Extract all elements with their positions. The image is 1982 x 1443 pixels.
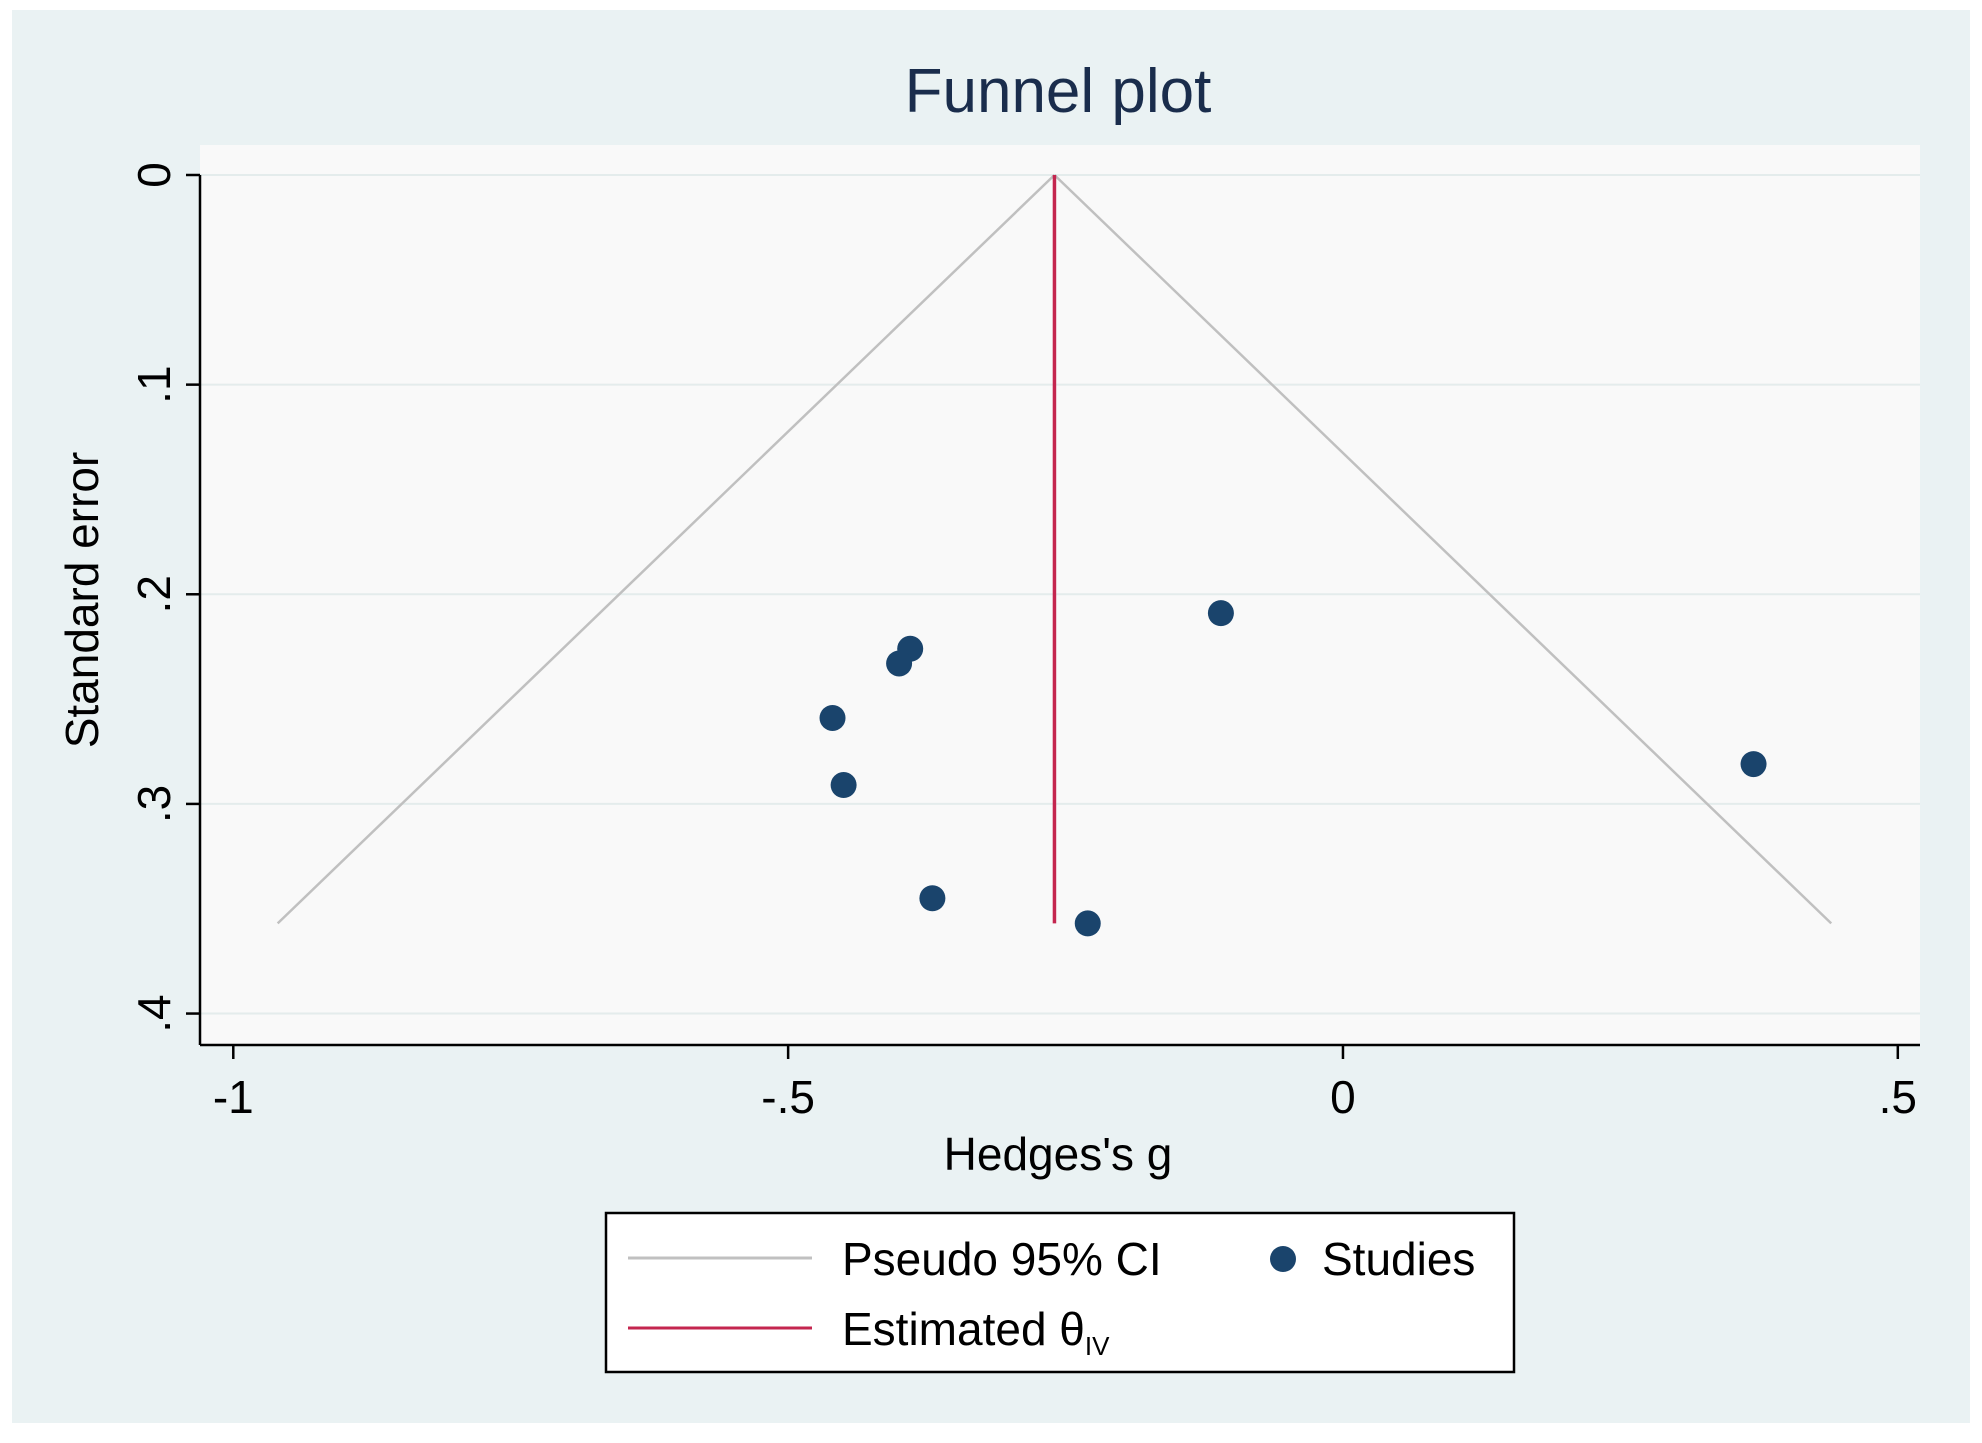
legend-studies-marker xyxy=(1270,1246,1296,1272)
chart-title: Funnel plot xyxy=(905,57,1212,126)
study-points xyxy=(819,600,1767,937)
y-axis-title: Standard error xyxy=(56,452,108,749)
study-point-5 xyxy=(919,885,946,912)
y-tick-label-2: .2 xyxy=(128,575,180,613)
y-tick-label-0: 0 xyxy=(128,162,180,188)
y-tick-label-1: .1 xyxy=(128,365,180,403)
pseudo-ci-left-line xyxy=(276,174,1056,925)
study-point-2 xyxy=(886,650,913,677)
legend-studies-label: Studies xyxy=(1322,1233,1475,1285)
x-tick-label-3: .5 xyxy=(1879,1071,1917,1123)
legend-estimate-label: Estimated θIV xyxy=(842,1303,1110,1361)
x-tick-label-0: -1 xyxy=(213,1071,254,1123)
legend-estimate-subscript: IV xyxy=(1085,1331,1110,1361)
pseudo-ci-right-line xyxy=(1053,174,1833,925)
legend-ci-label: Pseudo 95% CI xyxy=(842,1233,1162,1285)
x-tick-label-2: 0 xyxy=(1330,1071,1356,1123)
x-tick-label-1: -.5 xyxy=(761,1071,815,1123)
x-axis-ticks: -1 -.5 0 .5 xyxy=(213,1045,1917,1123)
y-tick-label-4: .4 xyxy=(128,994,180,1032)
study-point-4 xyxy=(830,772,857,799)
y-tick-label-3: .3 xyxy=(128,785,180,823)
legend-estimate-label-main: Estimated θ xyxy=(842,1303,1085,1355)
study-point-0 xyxy=(1207,600,1234,627)
study-point-6 xyxy=(1074,910,1101,937)
y-axis-ticks: 0 .1 .2 .3 .4 xyxy=(128,162,200,1033)
legend-box xyxy=(604,1211,1516,1374)
legend: Pseudo 95% CI Studies Estimated θIV xyxy=(604,1211,1516,1374)
grid-lines xyxy=(200,174,1920,1015)
x-axis-title: Hedges's g xyxy=(944,1128,1173,1180)
pseudo-ci-funnel xyxy=(276,174,1833,925)
study-point-3 xyxy=(819,704,846,731)
study-point-7 xyxy=(1740,751,1767,778)
axes xyxy=(198,175,1920,1047)
